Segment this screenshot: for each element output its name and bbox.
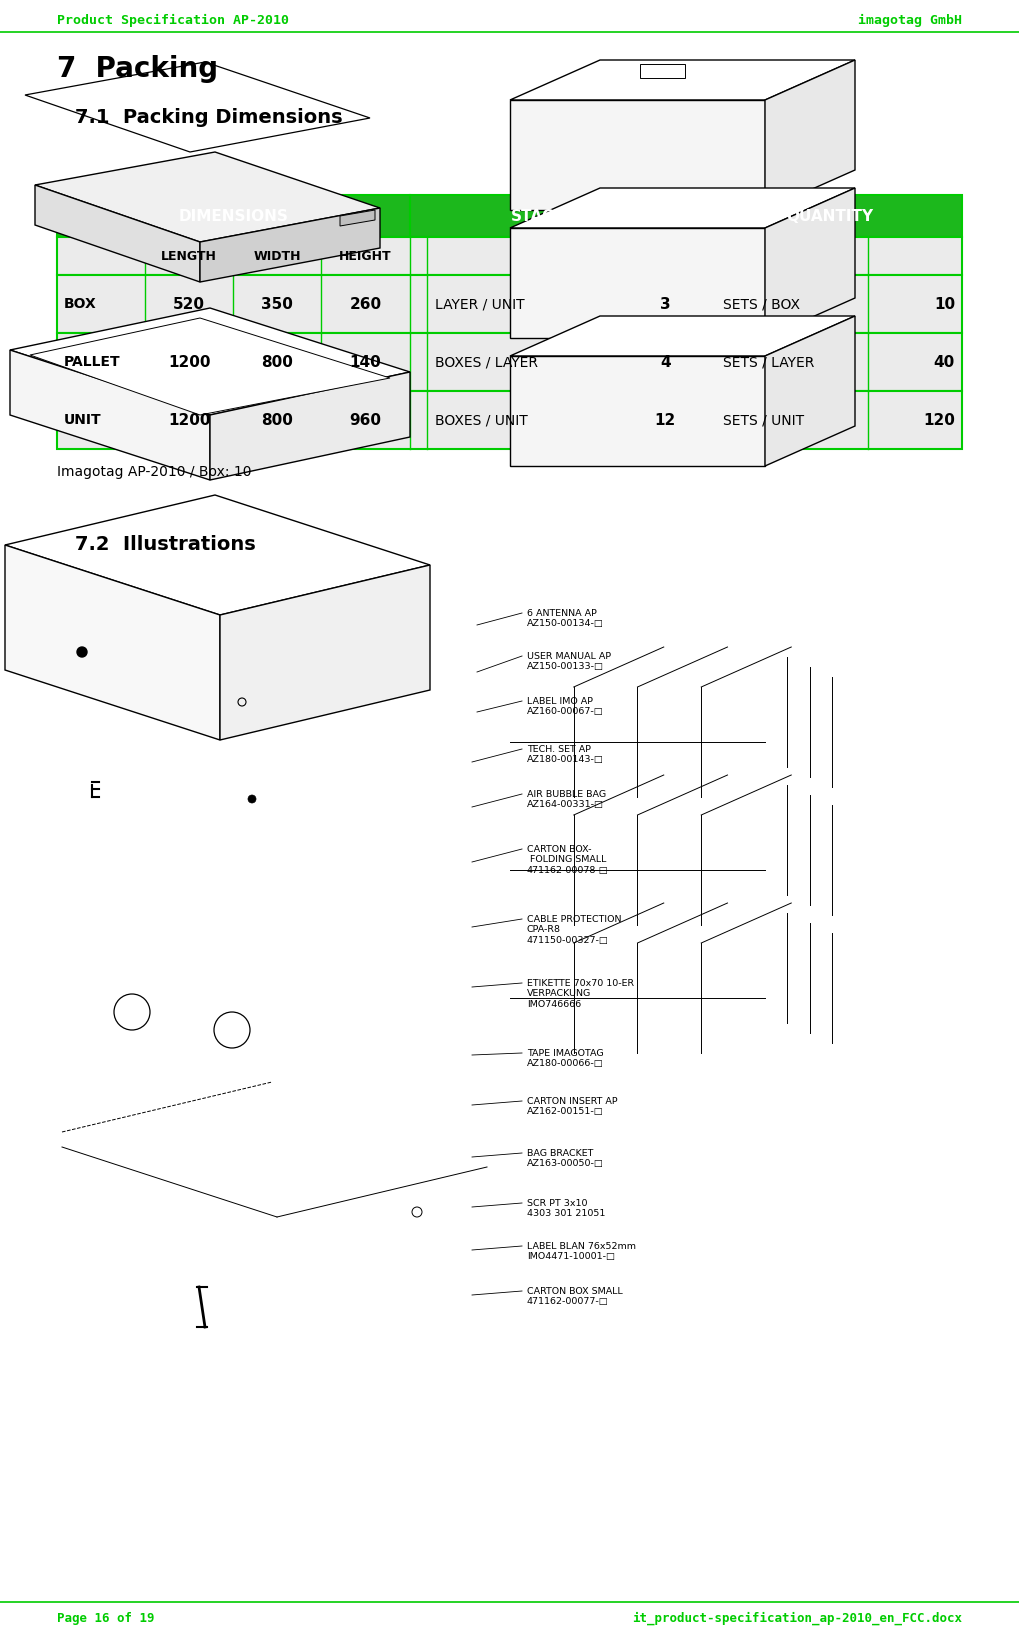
Text: BOXES / LAYER: BOXES / LAYER xyxy=(435,355,538,370)
Text: LENGTH: LENGTH xyxy=(161,250,217,263)
Text: TECH. SET AP
AZ180-00143-□: TECH. SET AP AZ180-00143-□ xyxy=(527,746,604,765)
Bar xyxy=(57,334,962,391)
Polygon shape xyxy=(510,316,855,356)
Polygon shape xyxy=(220,566,430,741)
Polygon shape xyxy=(35,152,380,242)
Text: SETS / BOX: SETS / BOX xyxy=(723,298,800,311)
Text: 4: 4 xyxy=(660,355,671,370)
Text: LABEL BLAN 76x52mm
IMO4471-10001-□: LABEL BLAN 76x52mm IMO4471-10001-□ xyxy=(527,1243,636,1261)
Polygon shape xyxy=(30,317,390,415)
Text: WIDTH: WIDTH xyxy=(254,250,302,263)
Text: PALLET: PALLET xyxy=(64,355,120,370)
Polygon shape xyxy=(5,495,430,615)
Bar xyxy=(57,275,962,334)
Polygon shape xyxy=(510,60,855,100)
Text: 120: 120 xyxy=(923,412,955,427)
Bar xyxy=(57,237,962,275)
Text: UNIT: UNIT xyxy=(64,414,102,427)
Text: ETIKETTE 70x70 10-ER
VERPACKUNG
IMO746666: ETIKETTE 70x70 10-ER VERPACKUNG IMO74666… xyxy=(527,979,634,1009)
Bar xyxy=(57,237,962,275)
Text: 6 ANTENNA AP
AZ150-00134-□: 6 ANTENNA AP AZ150-00134-□ xyxy=(527,608,604,628)
Bar xyxy=(57,391,962,450)
Text: TAPE IMAGOTAG
AZ180-00066-□: TAPE IMAGOTAG AZ180-00066-□ xyxy=(527,1050,603,1068)
Text: BAG BRACKET
AZ163-00050-□: BAG BRACKET AZ163-00050-□ xyxy=(527,1149,604,1169)
Text: SETS / LAYER: SETS / LAYER xyxy=(723,355,814,370)
Text: 350: 350 xyxy=(262,296,293,312)
Text: imagotag GmbH: imagotag GmbH xyxy=(858,15,962,28)
Text: CARTON INSERT AP
AZ162-00151-□: CARTON INSERT AP AZ162-00151-□ xyxy=(527,1097,618,1117)
Text: 1200: 1200 xyxy=(168,412,211,427)
Text: 800: 800 xyxy=(262,355,293,370)
Text: QUANTITY: QUANTITY xyxy=(787,209,873,224)
Text: USER MANUAL AP
AZ150-00133-□: USER MANUAL AP AZ150-00133-□ xyxy=(527,652,611,672)
Polygon shape xyxy=(25,62,370,152)
Text: DIMENSIONS: DIMENSIONS xyxy=(178,209,288,224)
Text: LAYER / UNIT: LAYER / UNIT xyxy=(435,298,525,311)
Text: 260: 260 xyxy=(350,296,381,312)
Polygon shape xyxy=(5,544,220,741)
Polygon shape xyxy=(10,350,210,481)
Text: Page 16 of 19: Page 16 of 19 xyxy=(57,1612,155,1625)
Text: LABEL IMO AP
AZ160-00067-□: LABEL IMO AP AZ160-00067-□ xyxy=(527,697,603,716)
Text: CARTON BOX SMALL
471162-00077-□: CARTON BOX SMALL 471162-00077-□ xyxy=(527,1287,623,1306)
Bar xyxy=(57,391,962,450)
Text: 1200: 1200 xyxy=(168,355,211,370)
Text: 7  Packing: 7 Packing xyxy=(57,56,218,83)
Text: BOX: BOX xyxy=(64,298,97,311)
Polygon shape xyxy=(210,373,410,481)
Polygon shape xyxy=(340,209,375,226)
Text: 40: 40 xyxy=(933,355,955,370)
Text: 3: 3 xyxy=(660,296,671,312)
Polygon shape xyxy=(765,60,855,209)
Text: SCR PT 3x10
4303 301 21051: SCR PT 3x10 4303 301 21051 xyxy=(527,1198,605,1218)
Text: 140: 140 xyxy=(350,355,381,370)
Text: Imagotag AP-2010 / Box: 10: Imagotag AP-2010 / Box: 10 xyxy=(57,464,252,479)
Text: 960: 960 xyxy=(350,412,381,427)
Polygon shape xyxy=(35,185,200,281)
Bar xyxy=(57,195,962,237)
Polygon shape xyxy=(10,307,410,415)
Text: 12: 12 xyxy=(654,412,676,427)
Bar xyxy=(57,275,962,334)
Text: CARTON BOX-
 FOLDING SMALL
471162-00078-□: CARTON BOX- FOLDING SMALL 471162-00078-□ xyxy=(527,845,608,875)
Polygon shape xyxy=(200,208,380,281)
Polygon shape xyxy=(640,64,685,78)
Circle shape xyxy=(77,647,87,657)
Text: 520: 520 xyxy=(173,296,205,312)
Text: Product Specification AP-2010: Product Specification AP-2010 xyxy=(57,15,289,28)
Polygon shape xyxy=(510,188,855,227)
Text: BOXES / UNIT: BOXES / UNIT xyxy=(435,414,528,427)
Text: SETS / UNIT: SETS / UNIT xyxy=(723,414,804,427)
Polygon shape xyxy=(765,316,855,466)
Text: AIR BUBBLE BAG
AZ164-00331-□: AIR BUBBLE BAG AZ164-00331-□ xyxy=(527,790,606,809)
Text: 7.1  Packing Dimensions: 7.1 Packing Dimensions xyxy=(75,108,342,128)
Text: 7.2  Illustrations: 7.2 Illustrations xyxy=(75,535,256,554)
Text: 10: 10 xyxy=(933,296,955,312)
Text: CABLE PROTECTION
CPA-R8
471150-00327-□: CABLE PROTECTION CPA-R8 471150-00327-□ xyxy=(527,916,622,945)
Text: 800: 800 xyxy=(262,412,293,427)
Polygon shape xyxy=(510,356,765,466)
Polygon shape xyxy=(510,227,765,338)
Bar xyxy=(57,195,962,237)
Text: HEIGHT: HEIGHT xyxy=(339,250,392,263)
Polygon shape xyxy=(765,188,855,338)
Circle shape xyxy=(248,795,256,803)
Bar xyxy=(57,334,962,391)
Polygon shape xyxy=(510,100,765,209)
Text: STACKING: STACKING xyxy=(511,209,596,224)
Text: it_product-specification_ap-2010_en_FCC.docx: it_product-specification_ap-2010_en_FCC.… xyxy=(632,1612,962,1625)
